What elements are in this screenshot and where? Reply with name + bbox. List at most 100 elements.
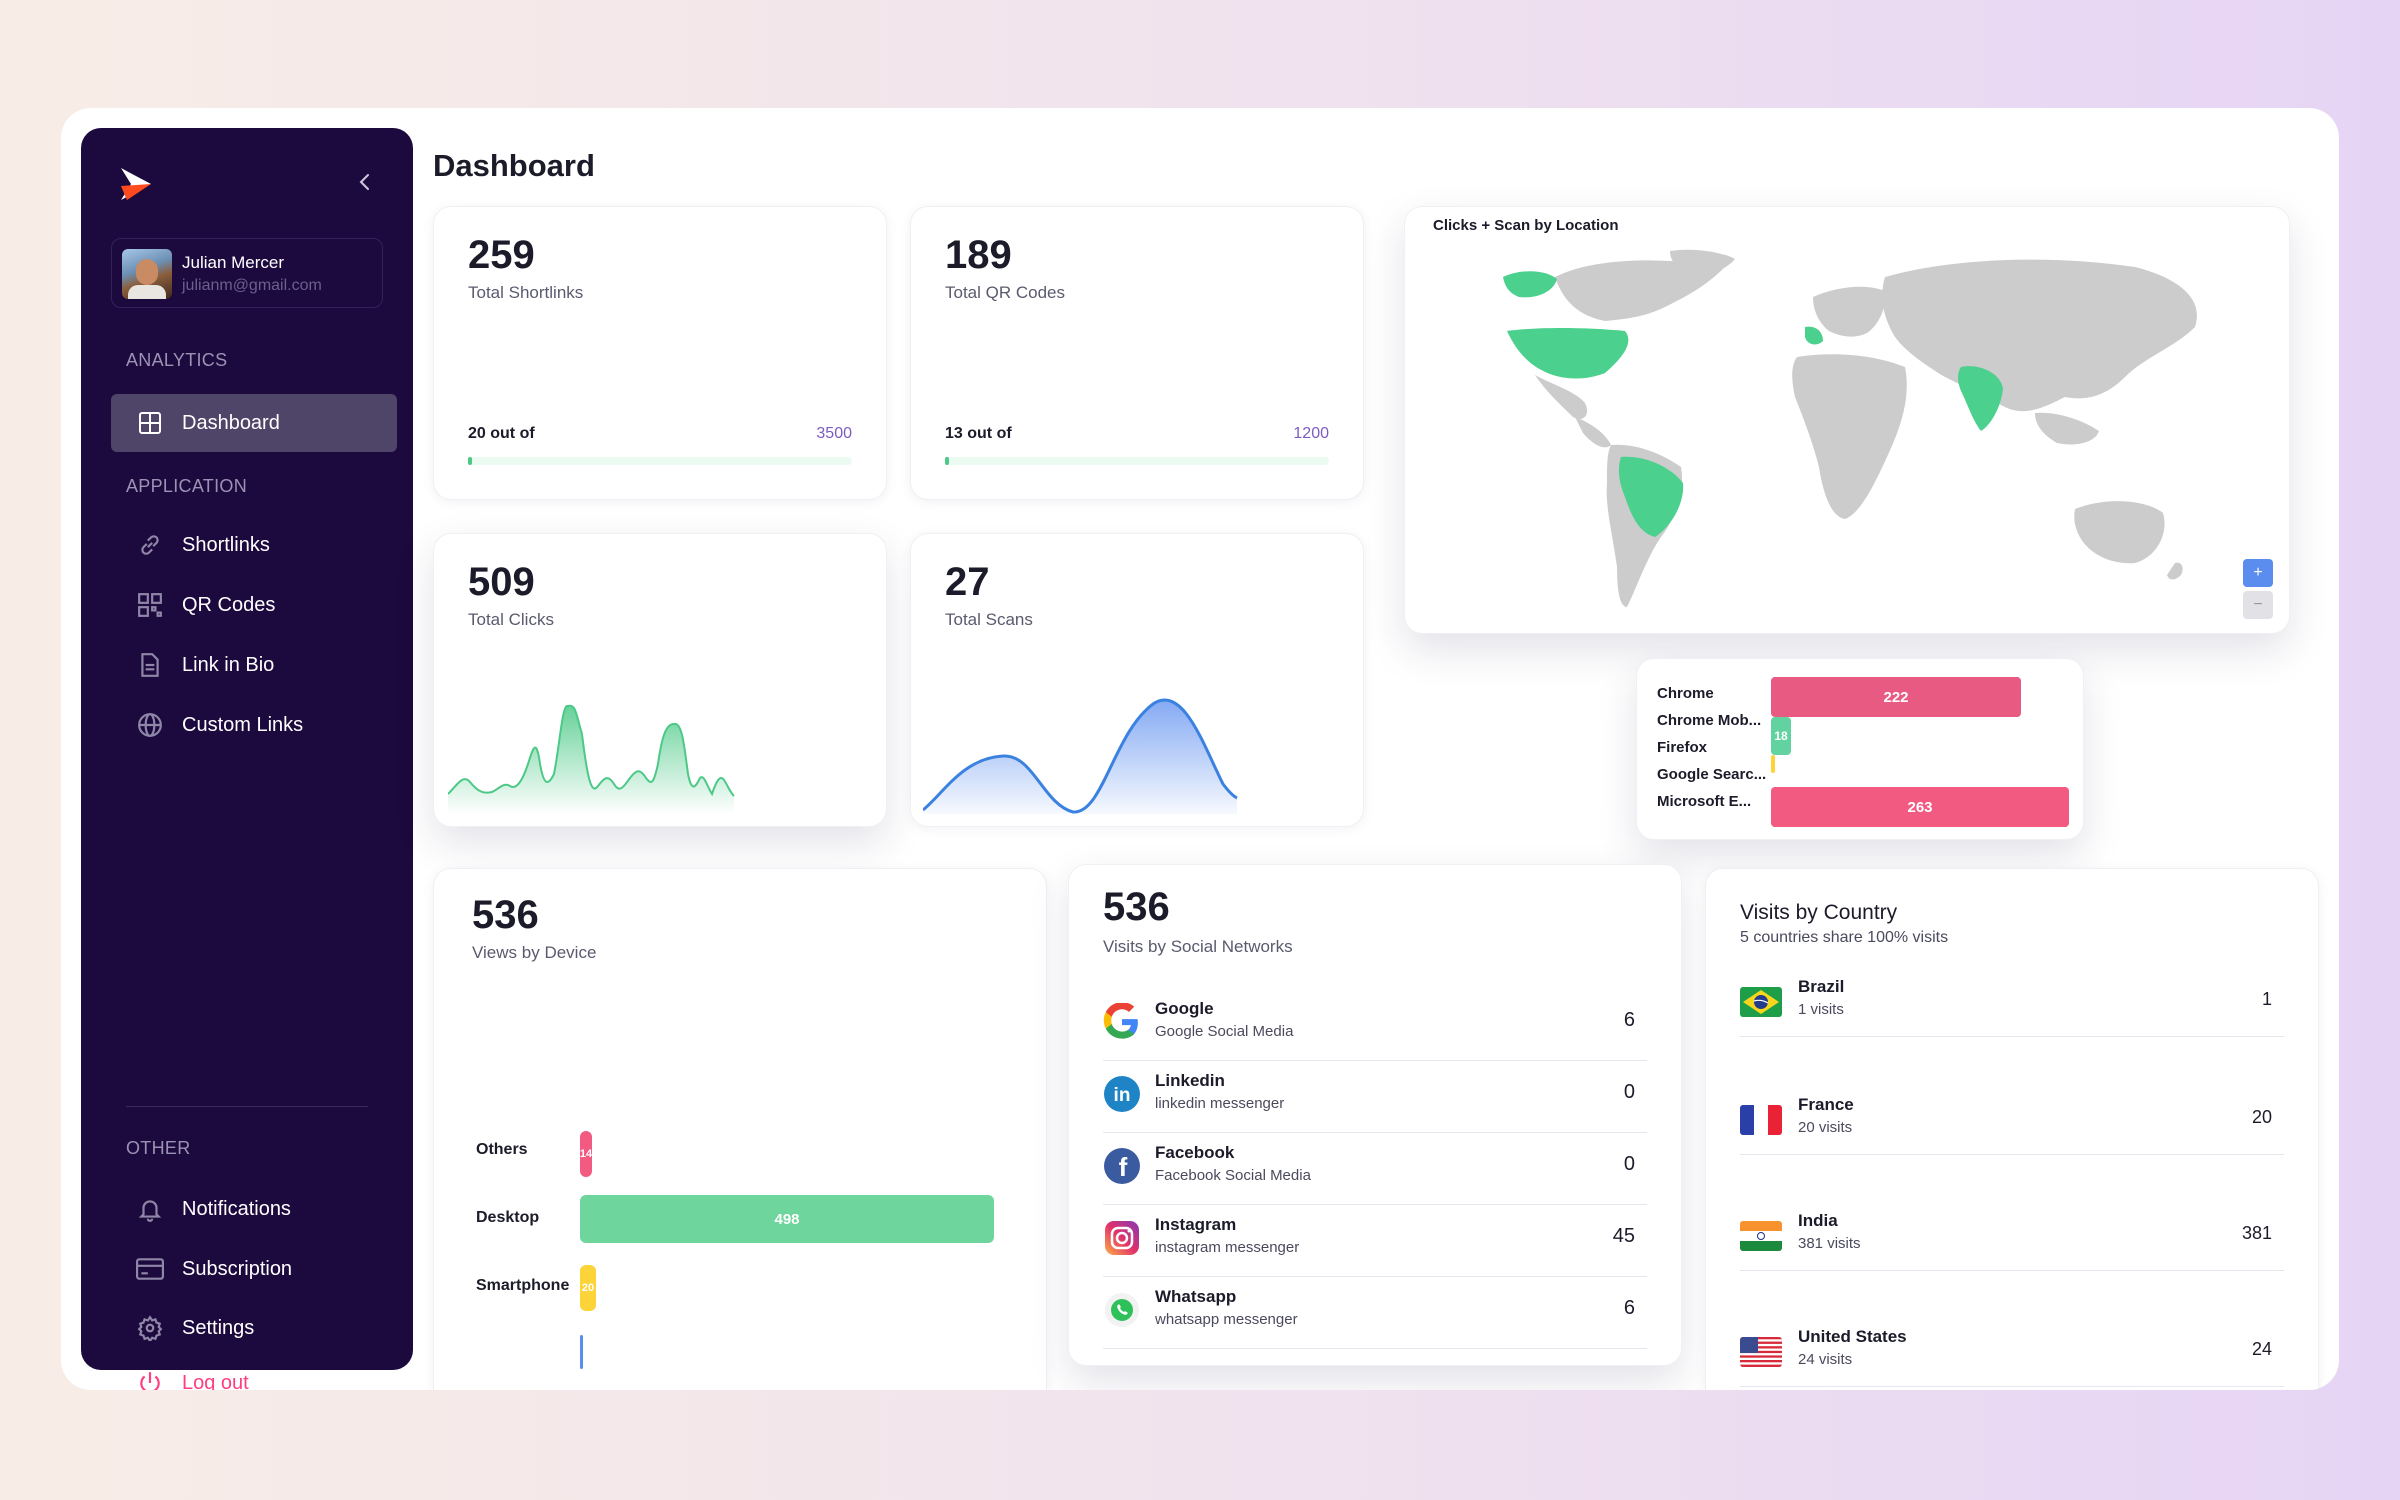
sidebar-item-qr-codes[interactable]: QR Codes: [111, 576, 397, 634]
social-name: Google: [1155, 999, 1214, 1018]
sidebar-item-link-in-bio[interactable]: Link in Bio: [111, 636, 397, 694]
collapse-sidebar-icon[interactable]: [353, 170, 377, 194]
app-window: Julian Mercer julianm@gmail.com ANALYTIC…: [61, 108, 2339, 1390]
social-value: 45: [1612, 1225, 1635, 1247]
bar-tablet[interactable]: [580, 1335, 583, 1369]
qr-code-icon: [136, 591, 164, 619]
bar-smartphone[interactable]: 20: [580, 1265, 596, 1311]
sidebar-divider: [126, 1106, 368, 1107]
social-value: 0: [1623, 1153, 1635, 1175]
list-item[interactable]: f Facebook Facebook Social Media 0: [1103, 1133, 1647, 1205]
logo-icon[interactable]: [117, 164, 157, 204]
globe-icon: [136, 711, 164, 739]
bar-label-google-search: Google Searc...: [1657, 766, 1767, 783]
united-states-flag-icon: [1740, 1337, 1782, 1367]
section-label-other: OTHER: [126, 1138, 191, 1158]
stat-label: Total Clicks: [468, 610, 554, 629]
sidebar-item-settings[interactable]: Settings: [111, 1299, 397, 1357]
country-value: 1: [2261, 989, 2272, 1009]
whatsapp-icon: [1103, 1291, 1141, 1329]
stat-label: Total Shortlinks: [468, 283, 584, 302]
stat-value: 189: [945, 233, 1012, 277]
stat-value: 259: [468, 233, 535, 277]
social-sub: Google Social Media: [1155, 1023, 1294, 1040]
list-item[interactable]: France 20 visits 20: [1740, 1083, 2284, 1155]
bar-firefox[interactable]: [1771, 755, 1775, 773]
card-total-scans: 27 Total Scans: [910, 533, 1364, 827]
instagram-icon: [1103, 1219, 1141, 1257]
country-name: Brazil: [1798, 977, 1845, 996]
list-item[interactable]: Google Google Social Media 6: [1103, 989, 1647, 1061]
bar-chrome-mobile[interactable]: 18: [1771, 717, 1791, 755]
social-total: 536: [1103, 885, 1170, 929]
country-value: 24: [2251, 1339, 2272, 1359]
zoom-out-button[interactable]: −: [2243, 591, 2273, 619]
country-title: Visits by Country: [1740, 901, 1898, 924]
views-by-device-card: 536 Views by Device Others 14 Desktop 49…: [433, 868, 1047, 1390]
country-sub: 381 visits: [1798, 1235, 1861, 1252]
sidebar: Julian Mercer julianm@gmail.com ANALYTIC…: [81, 128, 413, 1390]
card-total-qr-codes: 189 Total QR Codes 13 out of 1200: [910, 206, 1364, 500]
bar-label-chrome: Chrome: [1657, 685, 1714, 702]
google-icon: [1103, 1002, 1141, 1041]
zoom-in-button[interactable]: +: [2243, 559, 2273, 587]
sidebar-item-dashboard[interactable]: Dashboard: [111, 394, 397, 452]
social-sub: linkedin messenger: [1155, 1095, 1285, 1112]
clicks-sparkline: [448, 704, 735, 814]
social-value: 6: [1623, 1297, 1635, 1319]
country-sub: 1 visits: [1798, 1001, 1844, 1018]
sidebar-item-label: Subscription: [182, 1257, 293, 1280]
stat-label: Total QR Codes: [945, 283, 1065, 302]
social-name: Instagram: [1155, 1215, 1237, 1234]
list-item[interactable]: in Linkedin linkedin messenger 0: [1103, 1061, 1647, 1133]
social-sub: instagram messenger: [1155, 1239, 1300, 1256]
sidebar-item-shortlinks[interactable]: Shortlinks: [111, 516, 397, 574]
gear-icon: [136, 1314, 164, 1342]
map-card: Clicks + Scan by Location +: [1404, 206, 2290, 634]
progress-used: 20 out of: [468, 425, 535, 442]
india-flag-icon: [1740, 1221, 1782, 1251]
world-map[interactable]: [1435, 247, 2255, 627]
bar-desktop[interactable]: 498: [580, 1195, 994, 1243]
bar-chrome[interactable]: 222: [1771, 677, 2021, 717]
sidebar-item-label: Custom Links: [182, 713, 304, 736]
social-sub: whatsapp messenger: [1155, 1311, 1298, 1328]
user-card[interactable]: Julian Mercer julianm@gmail.com: [111, 238, 383, 308]
section-label-analytics: ANALYTICS: [126, 350, 228, 370]
power-icon: [136, 1369, 164, 1390]
list-item[interactable]: Instagram instagram messenger 45: [1103, 1205, 1647, 1277]
list-item[interactable]: Whatsapp whatsapp messenger 6: [1103, 1277, 1647, 1349]
country-name: France: [1798, 1095, 1854, 1114]
logout-button[interactable]: Log out: [111, 1359, 397, 1390]
bar-label-firefox: Firefox: [1657, 739, 1708, 756]
stat-label: Total Scans: [945, 610, 1033, 629]
device-label-others: Others: [476, 1141, 528, 1158]
bar-microsoft-edge[interactable]: 263: [1771, 787, 2069, 827]
progress-bar: [945, 457, 1329, 465]
bar-label-microsoft-edge: Microsoft E...: [1657, 793, 1752, 810]
social-label: Visits by Social Networks: [1103, 937, 1293, 956]
section-label-application: APPLICATION: [126, 476, 247, 496]
sidebar-item-label: Notifications: [182, 1197, 291, 1220]
list-item[interactable]: Brazil 1 visits 1: [1740, 965, 2284, 1037]
logout-label: Log out: [182, 1371, 249, 1391]
sidebar-item-label: QR Codes: [182, 593, 276, 616]
stat-value: 509: [468, 560, 535, 604]
sidebar-item-custom-links[interactable]: Custom Links: [111, 696, 397, 754]
sidebar-item-subscription[interactable]: Subscription: [111, 1240, 397, 1298]
card-total-clicks: 509 Total Clicks: [433, 533, 887, 827]
france-flag-icon: [1740, 1105, 1782, 1135]
stat-value: 27: [945, 560, 990, 604]
sidebar-item-notifications[interactable]: Notifications: [111, 1180, 397, 1238]
device-label-desktop: Desktop: [476, 1209, 540, 1226]
svg-text:in: in: [1114, 1085, 1131, 1106]
svg-text:f: f: [1119, 1152, 1128, 1182]
sidebar-item-label: Dashboard: [182, 411, 280, 434]
list-item[interactable]: United States 24 visits 24: [1740, 1315, 2284, 1387]
page-title: Dashboard: [433, 148, 595, 183]
social-value: 0: [1623, 1081, 1635, 1103]
list-item[interactable]: India 381 visits 381: [1740, 1199, 2284, 1271]
bar-others[interactable]: 14: [580, 1131, 592, 1177]
country-sub: 24 visits: [1798, 1351, 1853, 1368]
country-sub: 20 visits: [1798, 1119, 1853, 1136]
